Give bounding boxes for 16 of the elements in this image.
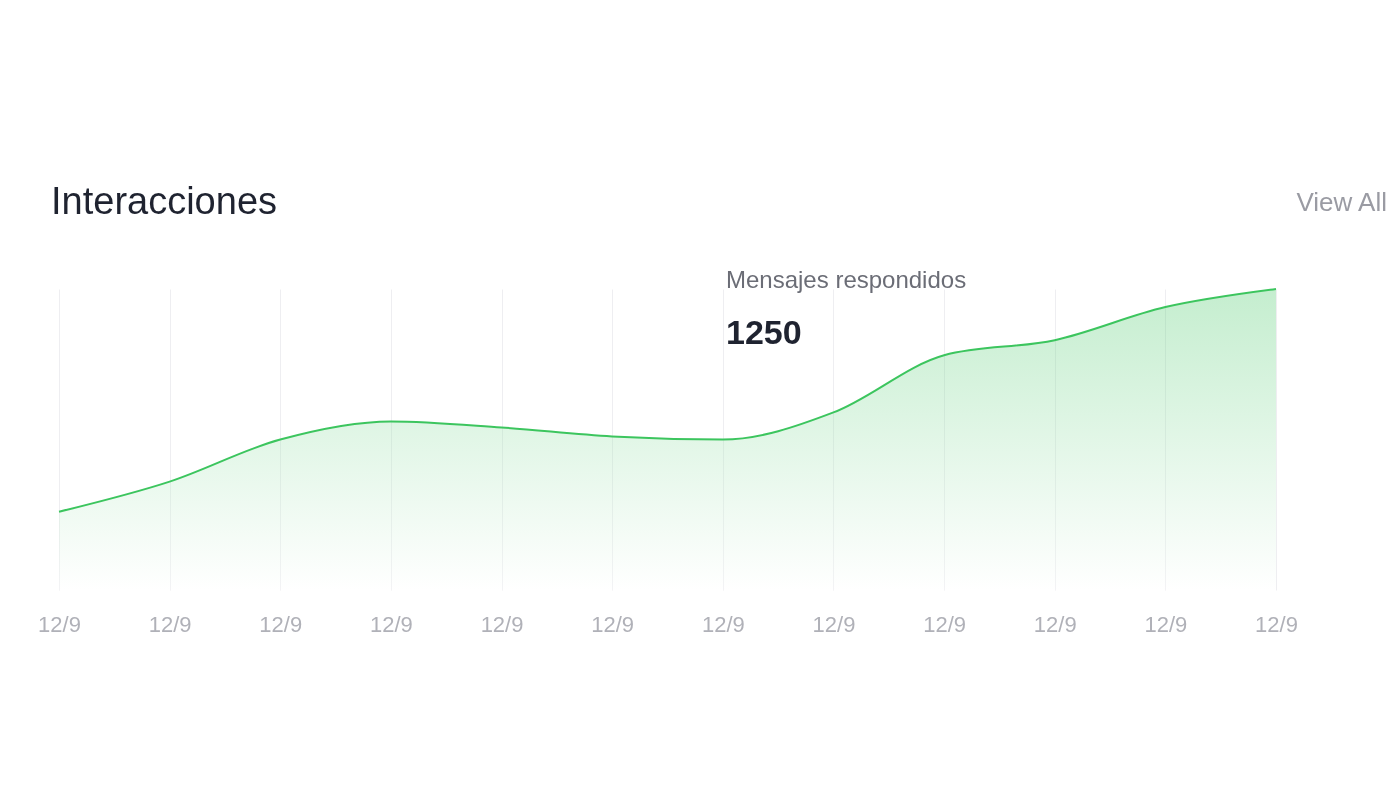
- x-tick-label: 12/9: [591, 611, 635, 637]
- x-tick-label: 12/9: [923, 611, 966, 637]
- chart-title: Interacciones: [51, 180, 278, 222]
- x-tick-label: 12/9: [370, 611, 413, 637]
- x-tick-label: 12/9: [148, 611, 192, 637]
- x-tick-label: 12/9: [480, 611, 524, 637]
- annotation: 1250: [726, 313, 802, 351]
- x-tick-label: 12/9: [1255, 611, 1298, 637]
- x-tick-label: 12/9: [812, 611, 856, 637]
- annotation: Mensajes respondidos: [726, 266, 967, 293]
- text: View All: [1296, 187, 1387, 217]
- x-tick-label: 12/9: [701, 611, 745, 637]
- x-tick-label: 12/9: [259, 611, 303, 637]
- x-tick-label: 12/9: [1144, 611, 1188, 637]
- x-tick-label: 12/9: [1033, 611, 1077, 637]
- x-tick-label: 12/9: [38, 611, 81, 637]
